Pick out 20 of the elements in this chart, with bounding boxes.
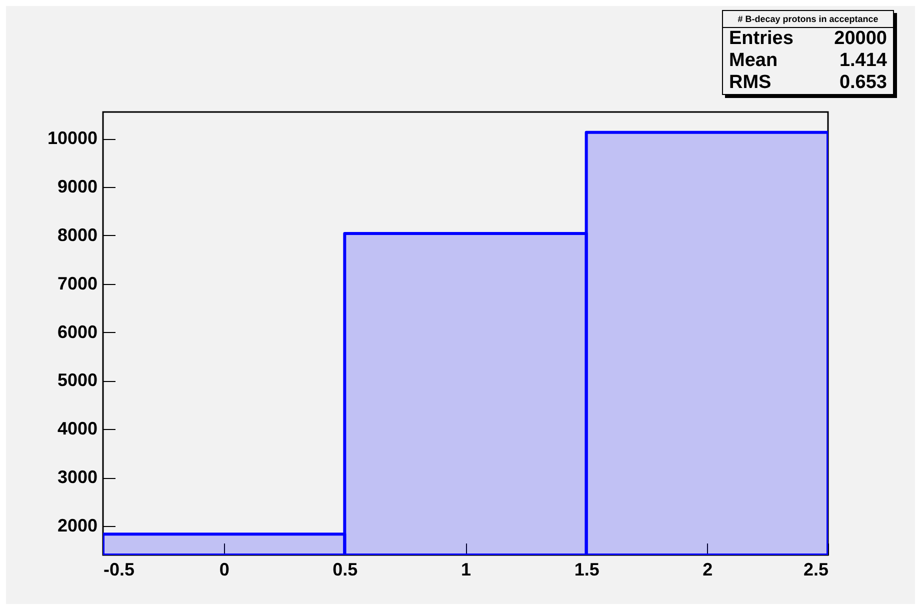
y-tick-label: 9000 [57,176,98,197]
x-tick-label: -0.5 [104,560,135,580]
x-tick-label: 1 [460,560,472,580]
x-tick-label: 1.5 [574,560,600,580]
text: Mean 1.414 [729,50,887,71]
y-tick-label: 3000 [57,467,98,488]
y-tick-label: 10000 [47,128,98,148]
chart-title: # B-decay protons in acceptance [723,11,893,28]
x-tick-label: 2.5 [803,560,828,580]
y-tick-label: 2000 [57,515,98,536]
x-tick-label: 0 [219,560,230,580]
y-tick-label: 4000 [57,418,98,439]
x-tick-label: 0.5 [332,560,358,580]
text: Entries 20000 [729,28,887,49]
text: RMS 0.653 [729,72,887,93]
y-tick-label: 7000 [57,273,98,294]
y-tick-label: 5000 [57,370,98,390]
x-tick-label: 2 [702,560,713,580]
y-tick-label: 6000 [57,322,98,342]
y-tick-label: 8000 [57,224,98,245]
